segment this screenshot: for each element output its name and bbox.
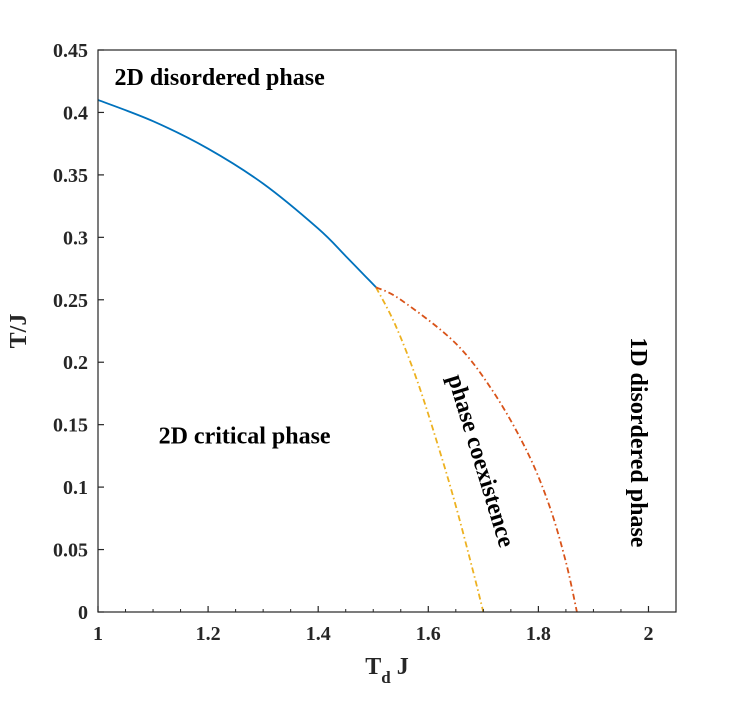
x-tick-label: 1.2 (196, 623, 221, 645)
x-axis-label-main: T (365, 654, 381, 680)
series-line-3 (375, 286, 578, 613)
series-line-2 (375, 286, 485, 613)
axes-box (97, 49, 677, 613)
series-line-1 (97, 99, 377, 288)
y-tick-label: 0.2 (63, 352, 88, 374)
y-tick-label: 0.35 (53, 165, 88, 187)
y-tick-label: 0.15 (53, 415, 88, 437)
x-axis-label-subscript: d (381, 668, 391, 687)
y-tick-label: 0.1 (63, 477, 88, 499)
phase-annotation: 2D disordered phase (115, 65, 326, 91)
phase-annotation: 1D disordered phase (625, 337, 651, 548)
y-tick-label: 0.05 (53, 540, 88, 562)
y-tick-label: 0.45 (53, 40, 88, 62)
x-tick-label: 2 (643, 623, 653, 645)
axis-ticks (97, 49, 650, 613)
x-tick-label: 1.6 (416, 623, 441, 645)
plot-lines (97, 99, 578, 613)
y-tick-label: 0.4 (63, 102, 88, 124)
y-tick-label: 0 (78, 602, 88, 624)
y-tick-label: 0.25 (53, 290, 88, 312)
y-axis-label: T/J (6, 314, 32, 349)
phase-annotation: 2D critical phase (159, 423, 331, 449)
axis-tick-labels: 1 1.2 1.4 1.6 1.8 2 0 0.05 0.1 0.15 0.2 0.25 0.3 0.35… (53, 40, 653, 645)
y-tick-label: 0.3 (63, 227, 88, 249)
x-tick-label: 1 (93, 623, 103, 645)
x-tick-label: 1.8 (526, 623, 551, 645)
x-axis-label: Td J (365, 654, 408, 687)
x-axis-label-rest: J (391, 654, 409, 680)
x-tick-label: 1.4 (306, 623, 331, 645)
